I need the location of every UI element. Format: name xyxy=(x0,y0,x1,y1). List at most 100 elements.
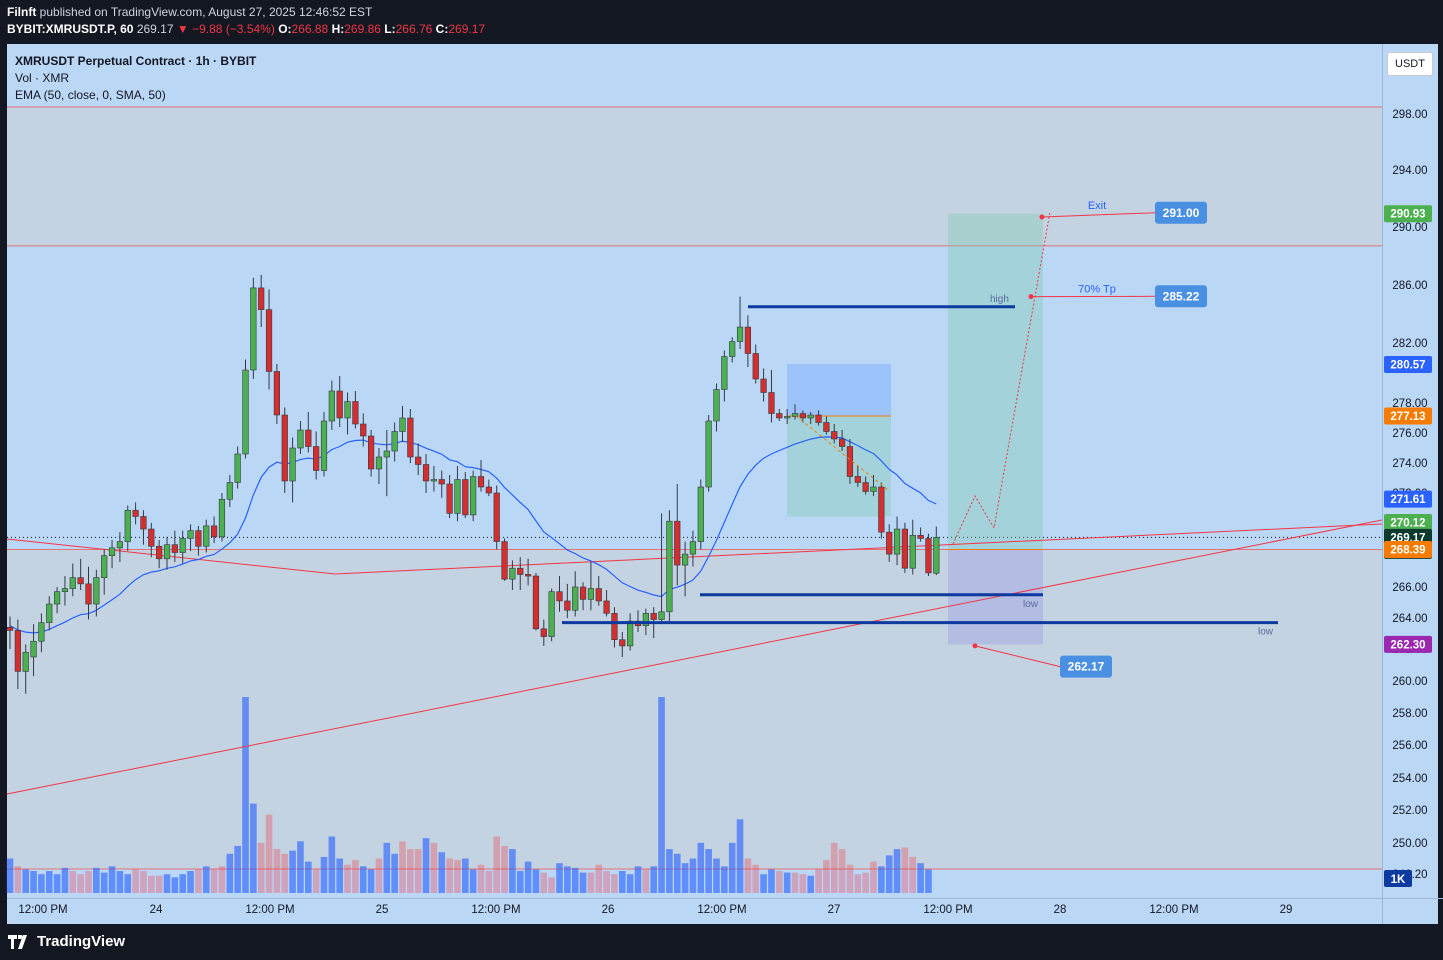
volume-bar xyxy=(917,863,924,893)
volume-bar xyxy=(179,874,186,893)
candle-body xyxy=(697,486,704,542)
chart-container[interactable]: high low low 291.00 Exit 285.22 70% Tp 262.17 … xyxy=(0,44,1443,924)
candle xyxy=(736,296,744,349)
volume-bar xyxy=(352,860,359,893)
stop-target-dot xyxy=(972,643,978,649)
candle-body xyxy=(289,447,296,482)
candle xyxy=(77,558,84,591)
volume-bar xyxy=(681,863,689,893)
volume-bar xyxy=(6,858,14,893)
candle xyxy=(901,522,908,573)
candle-body xyxy=(273,371,281,416)
candle xyxy=(925,533,932,577)
candle-body xyxy=(470,476,477,516)
short-path xyxy=(795,415,889,491)
volume-bar xyxy=(462,858,469,893)
candle xyxy=(713,383,720,432)
candle-body xyxy=(320,420,328,471)
volume-bar xyxy=(524,861,532,893)
candle xyxy=(156,540,163,569)
candle-body xyxy=(93,577,100,605)
volume-bar xyxy=(846,864,854,893)
candle xyxy=(729,337,736,363)
legend-ema[interactable]: EMA (50, close, 0, SMA, 50) xyxy=(15,88,166,102)
candle-body xyxy=(69,577,76,589)
volume-bar xyxy=(658,697,665,893)
candle xyxy=(564,583,571,618)
candle-body xyxy=(619,639,626,647)
candle-body xyxy=(132,509,139,517)
candle-body xyxy=(430,479,438,482)
price-tag: 262.30 xyxy=(1384,635,1432,653)
candle-body xyxy=(203,525,210,547)
candle xyxy=(289,437,296,503)
candle-body xyxy=(61,588,69,592)
volume-bar xyxy=(273,849,281,893)
time-axis[interactable] xyxy=(7,898,1382,924)
candle xyxy=(218,493,226,542)
currency-selector[interactable]: USDT xyxy=(1387,52,1433,76)
price-change: −9.88 (−3.54%) xyxy=(192,22,275,36)
candle xyxy=(776,409,783,421)
volume-bar xyxy=(493,836,500,893)
candle xyxy=(509,560,516,591)
volume-bar xyxy=(791,872,799,893)
candle-body xyxy=(752,353,759,380)
volume-bar xyxy=(603,871,610,893)
volume-bar xyxy=(438,852,446,893)
candle-body xyxy=(893,528,901,555)
candle-body xyxy=(485,486,492,494)
volume-bar xyxy=(878,866,885,893)
volume-bar xyxy=(697,842,705,893)
legend-title[interactable]: XMRUSDT Perpetual Contract · 1h · BYBIT xyxy=(15,54,257,68)
candle-body xyxy=(933,537,940,574)
candle xyxy=(14,619,21,689)
time-tick-label: 24 xyxy=(150,904,163,916)
candle-body xyxy=(422,464,430,482)
price-axis[interactable] xyxy=(1383,44,1438,898)
candle xyxy=(760,368,767,402)
stop-target-line xyxy=(974,645,1061,668)
high-label: H: xyxy=(331,22,345,36)
volume-bar xyxy=(399,841,406,893)
volume-bar xyxy=(642,869,650,893)
price-tag: 290.93 xyxy=(1384,205,1432,223)
candle-body xyxy=(46,603,53,623)
candle xyxy=(501,538,508,581)
publication-info: Filnft published on TradingView.com, Aug… xyxy=(7,5,372,19)
candle-body xyxy=(666,520,673,613)
candle-body xyxy=(454,479,461,514)
price-tag-value: 290.93 xyxy=(1390,209,1425,221)
volume-bar xyxy=(344,864,351,893)
candle-body xyxy=(729,341,736,357)
price-tag-value: 277.13 xyxy=(1390,411,1425,423)
volume-bar xyxy=(516,871,524,893)
tradingview-logo[interactable]: TradingView xyxy=(8,933,125,950)
candle-body xyxy=(650,613,657,620)
price-tick-label: 254.00 xyxy=(1392,773,1427,785)
candle xyxy=(132,502,139,525)
volume-bar xyxy=(854,874,862,893)
chart-legend: XMRUSDT Perpetual Contract · 1h · BYBIT … xyxy=(15,53,256,104)
volume-bar xyxy=(477,864,485,893)
legend-volume[interactable]: Vol · XMR xyxy=(15,71,70,85)
candle xyxy=(211,516,218,544)
candle-body xyxy=(642,613,649,627)
price-tick-label: 256.00 xyxy=(1392,740,1427,752)
candle-body xyxy=(611,613,618,640)
low-level-label: low xyxy=(1023,599,1039,610)
candle-body xyxy=(838,438,846,447)
volume-bar xyxy=(901,847,909,893)
last-price: 269.17 xyxy=(136,22,174,36)
candle-body xyxy=(579,586,587,600)
candle xyxy=(807,412,814,424)
candle xyxy=(815,410,822,426)
candle-body xyxy=(909,534,916,569)
candle-body xyxy=(823,422,830,432)
author-name[interactable]: Filnft xyxy=(7,5,37,19)
candle xyxy=(595,576,602,606)
candle-body xyxy=(116,541,123,549)
volume-bar xyxy=(108,866,116,893)
candle-body xyxy=(854,476,861,483)
